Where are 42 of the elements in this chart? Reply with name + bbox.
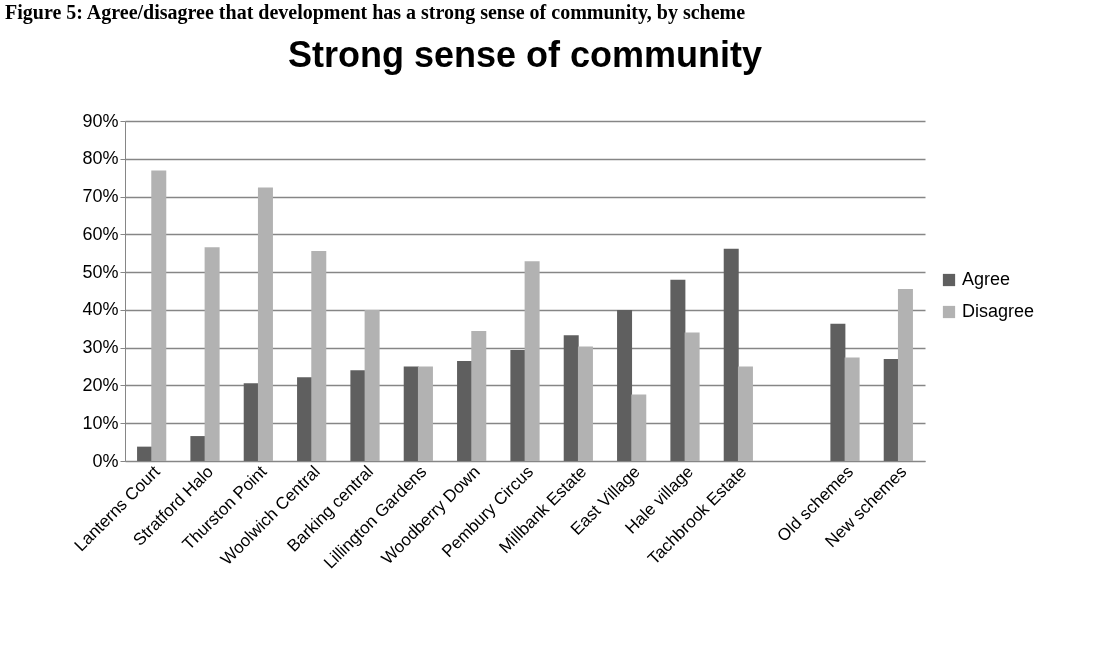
y-tick-label: 0% (92, 450, 119, 471)
bar (670, 279, 686, 461)
bar (151, 170, 167, 461)
bar (257, 187, 273, 461)
bar (524, 261, 540, 461)
bar (897, 289, 913, 461)
y-tick-label: 40% (82, 299, 119, 320)
bar (243, 383, 259, 461)
bar (190, 436, 206, 461)
legend-label: Agree (962, 269, 1011, 289)
bar (723, 248, 739, 461)
y-tick-label: 50% (82, 261, 119, 282)
bar (471, 331, 487, 461)
bar (457, 360, 473, 461)
y-tick-label: 90% (82, 110, 119, 131)
bar (403, 366, 419, 461)
y-tick-label: 60% (82, 223, 119, 244)
bar (137, 446, 153, 461)
caption: Figure 5: Agree/disagree that development has a strong sense of community, by scheme (5, 1, 746, 24)
bar (297, 377, 313, 461)
bar (844, 357, 860, 461)
bar (830, 323, 846, 461)
bar (311, 250, 327, 461)
bar (883, 359, 899, 461)
y-tick-label: 70% (82, 186, 119, 207)
bar (204, 247, 220, 461)
bar (631, 394, 647, 461)
chart-title: Strong sense of community (287, 34, 763, 75)
y-tick-label: 10% (82, 412, 119, 433)
bar (737, 366, 753, 461)
bar (364, 309, 380, 461)
y-tick-label: 80% (82, 148, 119, 169)
bar (510, 349, 526, 461)
bar (350, 370, 366, 461)
bar (617, 309, 633, 461)
bar (563, 335, 579, 461)
bar (577, 346, 593, 461)
y-tick-label: 30% (82, 337, 119, 358)
bar (417, 366, 433, 461)
bar (684, 332, 700, 461)
legend-label: Disagree (962, 301, 1035, 321)
y-tick-label: 20% (82, 374, 119, 395)
